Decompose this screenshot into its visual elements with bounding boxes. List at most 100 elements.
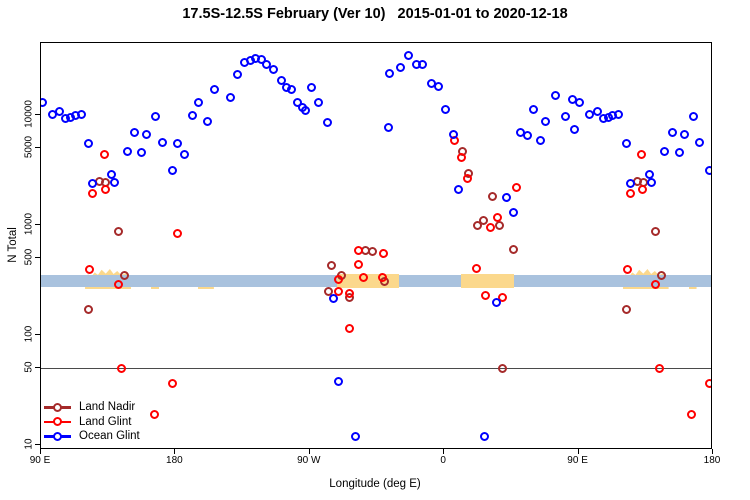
data-point-land-nadir bbox=[657, 271, 667, 281]
data-point-land-nadir bbox=[326, 260, 336, 270]
data-point-ocean-glint bbox=[172, 138, 182, 148]
data-point-ocean-glint bbox=[300, 106, 310, 116]
y-tick-label: 1000 bbox=[23, 212, 35, 236]
data-point-ocean-glint bbox=[674, 147, 684, 157]
data-point-ocean-glint bbox=[137, 147, 147, 157]
data-point-ocean-glint bbox=[107, 169, 117, 179]
data-point-ocean-glint bbox=[541, 116, 551, 126]
x-tick bbox=[443, 449, 445, 454]
data-point-ocean-glint bbox=[705, 165, 711, 175]
legend-marker-ocean-glint bbox=[44, 431, 71, 441]
data-point-land-nadir bbox=[473, 220, 483, 230]
legend-item: Land Nadir bbox=[44, 400, 140, 415]
data-point-land-glint bbox=[638, 185, 648, 195]
data-point-ocean-glint bbox=[570, 124, 580, 134]
data-point-land-nadir bbox=[113, 226, 123, 236]
y-tick bbox=[35, 334, 40, 335]
x-tick-label: 90 E bbox=[29, 455, 51, 466]
land-highlight-patch bbox=[336, 273, 399, 288]
data-point-ocean-glint bbox=[679, 130, 689, 140]
data-point-ocean-glint bbox=[647, 178, 657, 188]
data-point-ocean-glint bbox=[592, 107, 602, 117]
data-point-ocean-glint bbox=[645, 169, 655, 179]
data-point-land-nadir bbox=[478, 215, 488, 225]
land-highlight-patch bbox=[461, 273, 514, 288]
y-tick bbox=[35, 114, 40, 115]
data-point-ocean-glint bbox=[76, 109, 86, 119]
legend-ring-icon bbox=[53, 402, 62, 412]
data-point-land-glint bbox=[85, 265, 95, 275]
data-point-ocean-glint bbox=[130, 127, 140, 137]
data-point-land-glint bbox=[462, 173, 472, 183]
data-point-land-glint bbox=[113, 279, 123, 289]
data-point-ocean-glint bbox=[523, 131, 533, 141]
data-point-ocean-glint bbox=[313, 98, 323, 108]
legend-label: Land Glint bbox=[79, 415, 132, 428]
data-point-ocean-glint bbox=[210, 84, 220, 94]
data-point-land-nadir bbox=[323, 286, 333, 296]
data-point-land-nadir bbox=[509, 244, 519, 254]
legend-label: Land Nadir bbox=[79, 401, 136, 414]
data-point-land-nadir bbox=[651, 226, 661, 236]
data-point-ocean-glint bbox=[157, 138, 167, 148]
data-point-land-nadir bbox=[497, 363, 507, 373]
data-point-ocean-glint bbox=[307, 82, 317, 92]
legend-ring-icon bbox=[53, 417, 62, 427]
reference-line-50 bbox=[41, 368, 711, 370]
data-point-land-glint bbox=[472, 263, 482, 273]
data-point-ocean-glint bbox=[384, 122, 394, 132]
y-tick bbox=[35, 367, 40, 369]
data-point-ocean-glint bbox=[41, 98, 47, 108]
data-point-ocean-glint bbox=[454, 184, 464, 194]
data-point-land-nadir bbox=[84, 305, 94, 315]
x-tick-label: 90 W bbox=[297, 455, 321, 466]
x-tick bbox=[40, 449, 41, 454]
data-point-ocean-glint bbox=[491, 298, 501, 308]
data-point-ocean-glint bbox=[626, 179, 636, 189]
data-point-ocean-glint bbox=[536, 135, 546, 145]
x-tick bbox=[174, 449, 176, 454]
x-tick bbox=[712, 449, 713, 454]
data-point-ocean-glint bbox=[695, 138, 705, 148]
data-point-land-glint bbox=[481, 291, 491, 301]
data-point-ocean-glint bbox=[351, 431, 361, 441]
data-point-ocean-glint bbox=[441, 105, 451, 115]
x-axis-title: Longitude (deg E) bbox=[329, 478, 421, 490]
x-tick-label: 90 E bbox=[567, 455, 588, 466]
data-point-land-glint bbox=[117, 363, 127, 373]
data-point-ocean-glint bbox=[84, 139, 94, 149]
data-point-ocean-glint bbox=[167, 165, 177, 175]
data-point-ocean-glint bbox=[202, 116, 212, 126]
data-point-land-glint bbox=[623, 265, 633, 275]
data-point-land-glint bbox=[511, 182, 521, 192]
y-axis-title: N Total bbox=[7, 227, 19, 263]
y-tick bbox=[35, 147, 40, 149]
data-point-land-nadir bbox=[494, 220, 504, 230]
data-point-land-glint bbox=[637, 149, 647, 159]
data-point-ocean-glint bbox=[151, 111, 161, 121]
data-point-land-glint bbox=[167, 379, 177, 389]
data-point-ocean-glint bbox=[187, 110, 197, 120]
data-point-land-glint bbox=[654, 363, 664, 373]
y-tick-label: 50 bbox=[23, 361, 35, 373]
data-point-ocean-glint bbox=[403, 51, 413, 61]
data-point-land-glint bbox=[378, 273, 388, 283]
data-point-land-glint bbox=[485, 222, 495, 232]
data-point-land-nadir bbox=[367, 247, 377, 257]
data-point-ocean-glint bbox=[194, 98, 204, 108]
data-point-ocean-glint bbox=[233, 69, 243, 79]
legend-item: Land Glint bbox=[44, 415, 140, 430]
y-tick bbox=[35, 444, 40, 445]
x-tick-label: 180 bbox=[703, 455, 721, 466]
x-tick bbox=[577, 449, 579, 454]
legend-ring-icon bbox=[53, 431, 62, 441]
data-point-land-glint bbox=[492, 213, 502, 223]
data-point-ocean-glint bbox=[529, 105, 539, 115]
data-point-ocean-glint bbox=[560, 112, 570, 122]
data-point-land-glint bbox=[353, 260, 363, 270]
legend-marker-land-nadir bbox=[44, 402, 71, 412]
y-tick bbox=[35, 257, 40, 259]
data-point-ocean-glint bbox=[262, 59, 272, 69]
data-point-ocean-glint bbox=[287, 85, 297, 95]
legend-item: Ocean Glint bbox=[44, 429, 140, 444]
